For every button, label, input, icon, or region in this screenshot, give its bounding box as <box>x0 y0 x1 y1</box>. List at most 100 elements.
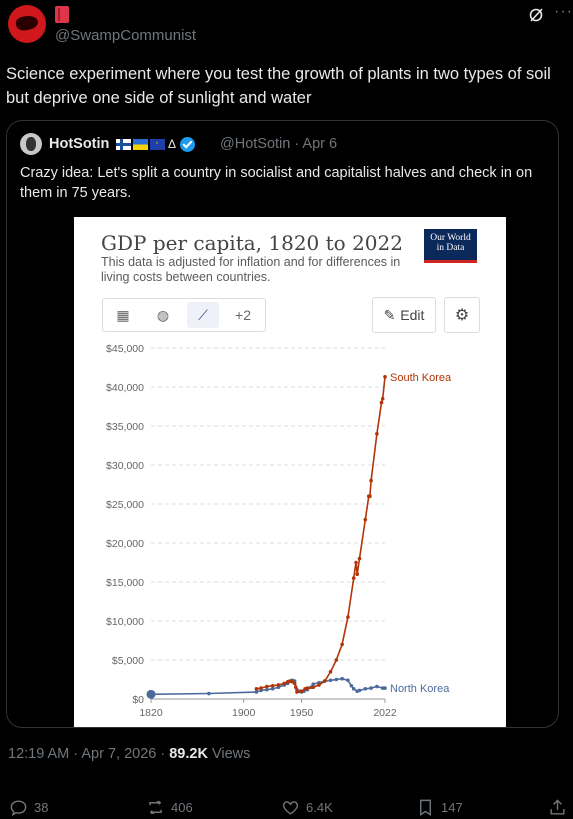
repost-button[interactable]: 406 <box>146 798 193 817</box>
data-point <box>349 683 354 688</box>
heart-icon <box>282 801 299 815</box>
bookmark-icon <box>420 799 431 816</box>
data-point <box>270 687 275 691</box>
data-point <box>294 685 298 690</box>
data-point <box>305 686 310 690</box>
data-point <box>375 432 379 436</box>
data-point <box>146 689 156 699</box>
data-point <box>363 687 368 691</box>
tweet-text: Science experiment where you test the gr… <box>6 65 551 107</box>
reply-count: 38 <box>34 800 49 815</box>
profile-flags: Δ <box>116 135 196 152</box>
grok-icon[interactable] <box>528 7 544 23</box>
data-point <box>334 658 339 662</box>
data-point <box>340 676 344 681</box>
tweet-meta: 12:19 AM · Apr 7, 2026 · 89.2K Views <box>8 746 250 762</box>
data-point <box>259 686 263 690</box>
y-tick-label: $5,000 <box>112 655 144 667</box>
data-point <box>375 684 379 689</box>
edit-label: Edit <box>400 307 425 323</box>
chart-view-tabs: ▦ ◍ ⟋ +2 <box>102 298 266 332</box>
series-line-south-korea <box>256 376 386 693</box>
repost-icon <box>149 800 162 815</box>
data-point <box>311 685 315 690</box>
owid-logo: Our World in Data <box>424 229 477 263</box>
chart-subtitle: This data is adjusted for inflation and … <box>101 255 401 284</box>
book-emoji-icon <box>55 6 69 23</box>
y-tick-label: $45,000 <box>106 343 144 355</box>
y-tick-label: $25,000 <box>106 499 144 511</box>
data-point <box>363 517 368 522</box>
quote-author-avatar[interactable] <box>20 133 42 155</box>
delta-symbol: Δ <box>168 137 177 151</box>
quoted-tweet[interactable]: HotSotin Δ @HotSotin · Apr 6 Crazy idea:… <box>6 120 559 728</box>
verified-badge-icon <box>180 136 196 152</box>
like-button[interactable]: 6.4K <box>281 798 333 817</box>
reply-button[interactable]: 38 <box>9 798 48 817</box>
reply-icon <box>10 800 27 817</box>
quote-author-name[interactable]: HotSotin <box>49 136 110 152</box>
repost-count: 406 <box>171 800 193 815</box>
y-tick-label: $20,000 <box>106 538 144 550</box>
timestamp[interactable]: 12:19 AM · Apr 7, 2026 · <box>8 746 170 762</box>
bookmark-button[interactable]: 147 <box>416 798 463 817</box>
y-tick-label: $10,000 <box>106 616 144 628</box>
data-point <box>334 677 339 682</box>
data-point <box>270 683 275 688</box>
pencil-icon: ✎ <box>383 306 396 323</box>
data-point <box>254 687 259 691</box>
chart-image[interactable]: GDP per capita, 1820 to 2022 This data i… <box>74 217 506 727</box>
line-chart-view-icon[interactable]: ⟋ <box>187 302 219 328</box>
data-point <box>354 560 358 565</box>
data-point <box>355 572 359 576</box>
y-tick-label: $35,000 <box>106 421 144 433</box>
data-point <box>346 678 350 683</box>
data-point <box>276 683 281 687</box>
gdp-line-chart: $0 $5,000 $10,000 $15,000 $20,000 $25,000 $30,… <box>106 343 452 719</box>
data-point <box>380 396 385 401</box>
eu-flag-icon <box>150 135 165 150</box>
data-point <box>265 684 269 689</box>
share-icon <box>550 799 565 815</box>
edit-button[interactable]: ✎ Edit <box>372 297 436 333</box>
more-views-tab[interactable]: +2 <box>235 307 251 323</box>
quote-author-handle-date[interactable]: @HotSotin · Apr 6 <box>220 136 338 152</box>
x-tick-label: 1900 <box>232 707 256 719</box>
y-tick-label: $40,000 <box>106 382 144 394</box>
table-view-icon[interactable]: ▦ <box>116 306 130 323</box>
data-point <box>357 556 362 561</box>
data-point <box>379 400 384 405</box>
author-handle[interactable]: @SwampCommunist <box>55 27 197 44</box>
author-avatar[interactable] <box>8 5 46 43</box>
data-point <box>265 687 269 692</box>
more-options-icon[interactable]: ··· <box>554 3 573 20</box>
data-point <box>295 690 299 694</box>
logo-line-1: Our World <box>430 233 471 243</box>
logo-line-2: in Data <box>436 243 465 253</box>
data-point <box>317 683 321 687</box>
y-tick-label: $0 <box>132 694 144 706</box>
data-point <box>351 576 356 580</box>
data-point <box>292 681 297 686</box>
data-point <box>340 642 344 647</box>
data-point <box>311 682 315 686</box>
views-label: Views <box>211 746 251 762</box>
x-tick-label: 1820 <box>139 707 163 719</box>
x-tick-label: 1950 <box>290 707 314 719</box>
y-tick-label: $30,000 <box>106 460 144 472</box>
data-point <box>351 687 356 691</box>
data-point <box>383 375 387 379</box>
data-point <box>254 690 259 694</box>
data-point <box>207 691 211 696</box>
chart-title: GDP per capita, 1820 to 2022 <box>101 231 403 255</box>
ukraine-flag-icon <box>133 138 148 150</box>
data-point <box>299 689 304 693</box>
data-point <box>322 679 327 683</box>
data-point <box>369 686 373 690</box>
settings-gear-icon[interactable]: ⚙ <box>444 297 480 333</box>
data-point <box>328 669 333 674</box>
map-view-icon[interactable]: ◍ <box>156 306 170 323</box>
bookmark-count: 147 <box>441 800 463 815</box>
share-button[interactable] <box>548 798 567 817</box>
quote-text: Crazy idea: Let's split a country in soc… <box>20 165 533 201</box>
